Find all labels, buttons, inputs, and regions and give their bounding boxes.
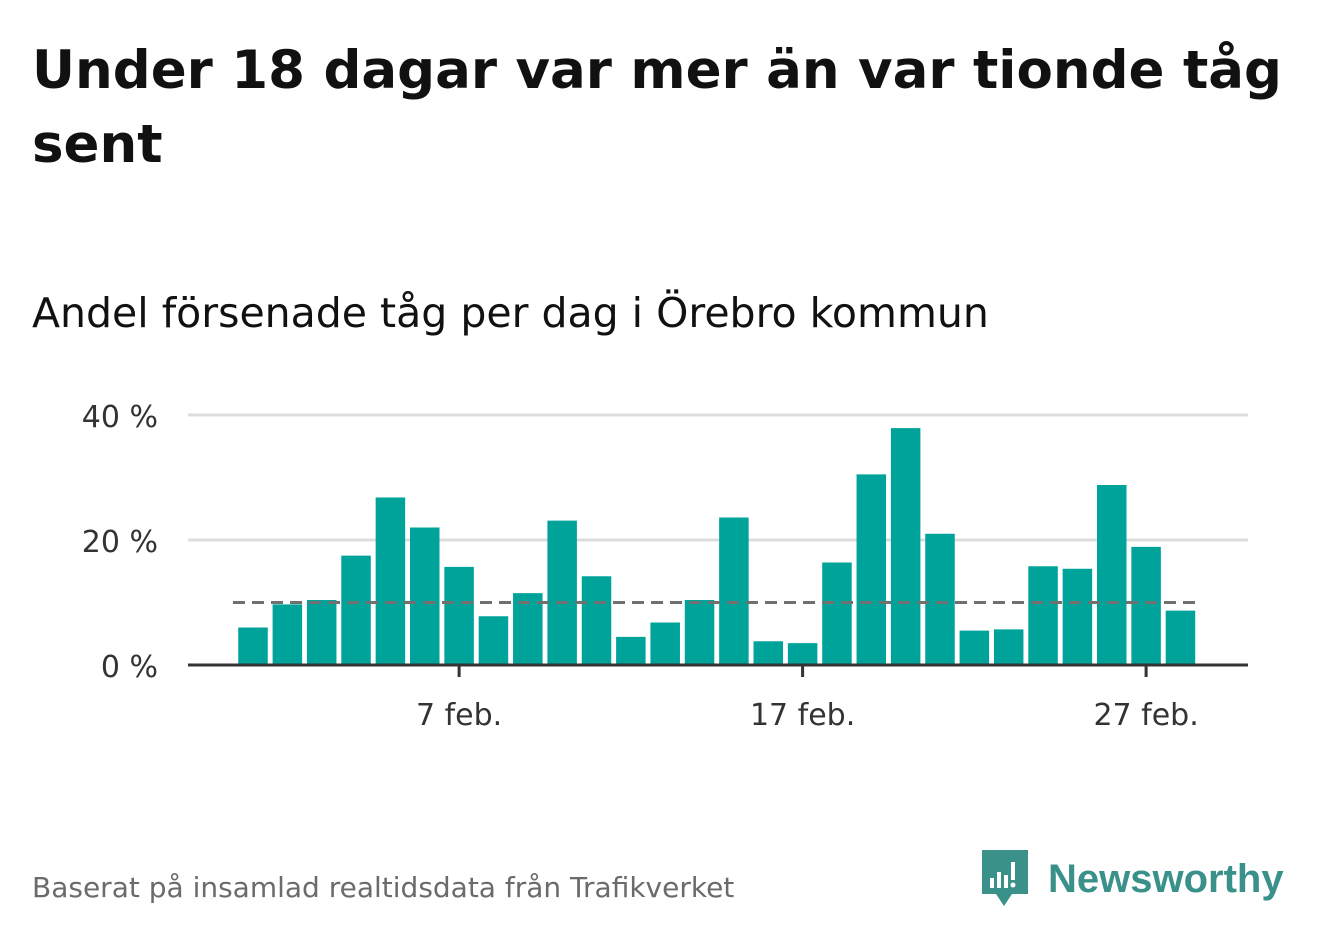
bar bbox=[650, 622, 680, 665]
bar bbox=[959, 630, 990, 665]
bar bbox=[238, 627, 268, 665]
bar bbox=[753, 641, 783, 665]
bar bbox=[925, 533, 955, 665]
bar bbox=[719, 517, 749, 665]
bar bbox=[306, 600, 337, 665]
bar-chart: 0 % 20 % 40 % 7 feb. 17 feb. 27 feb. bbox=[82, 400, 1248, 733]
y-tick-label: 20 % bbox=[82, 525, 158, 560]
brand-name: Newsworthy bbox=[1048, 857, 1284, 901]
bars bbox=[238, 428, 1196, 665]
newsworthy-logo-icon bbox=[982, 850, 1028, 906]
source-note: Baserat på insamlad realtidsdata från Tr… bbox=[32, 871, 735, 904]
bar bbox=[272, 604, 303, 665]
bar bbox=[478, 616, 509, 665]
x-tick-label: 17 feb. bbox=[750, 698, 855, 733]
bar bbox=[375, 497, 406, 665]
bar bbox=[444, 566, 474, 665]
brand-logo-group[interactable]: Newsworthy bbox=[980, 848, 1284, 910]
bar bbox=[1097, 485, 1127, 665]
bar bbox=[581, 576, 612, 665]
bar bbox=[341, 555, 371, 665]
x-axis-ticks: 7 feb. 17 feb. 27 feb. bbox=[416, 665, 1199, 733]
x-tick-label: 7 feb. bbox=[416, 698, 502, 733]
bar bbox=[856, 474, 887, 665]
bar bbox=[410, 527, 440, 665]
bar bbox=[684, 600, 715, 665]
bar bbox=[1131, 546, 1161, 665]
bar bbox=[1165, 610, 1196, 665]
x-tick-label: 27 feb. bbox=[1093, 698, 1198, 733]
y-tick-label: 0 % bbox=[101, 650, 158, 685]
bar bbox=[1062, 568, 1093, 665]
grid-lines bbox=[188, 413, 1248, 542]
bar bbox=[547, 520, 577, 665]
bar bbox=[1028, 566, 1058, 665]
bar bbox=[513, 593, 543, 665]
bar bbox=[822, 562, 852, 665]
y-tick-label: 40 % bbox=[82, 400, 158, 435]
chart-title: Under 18 dagar var mer än var tionde tåg… bbox=[32, 40, 1282, 175]
y-axis-ticks: 0 % 20 % 40 % bbox=[82, 400, 158, 685]
bar bbox=[890, 428, 921, 665]
bar bbox=[993, 629, 1024, 665]
chart-subtitle: Andel försenade tåg per dag i Örebro kom… bbox=[32, 289, 989, 337]
bar bbox=[616, 636, 646, 665]
bar bbox=[787, 643, 818, 665]
